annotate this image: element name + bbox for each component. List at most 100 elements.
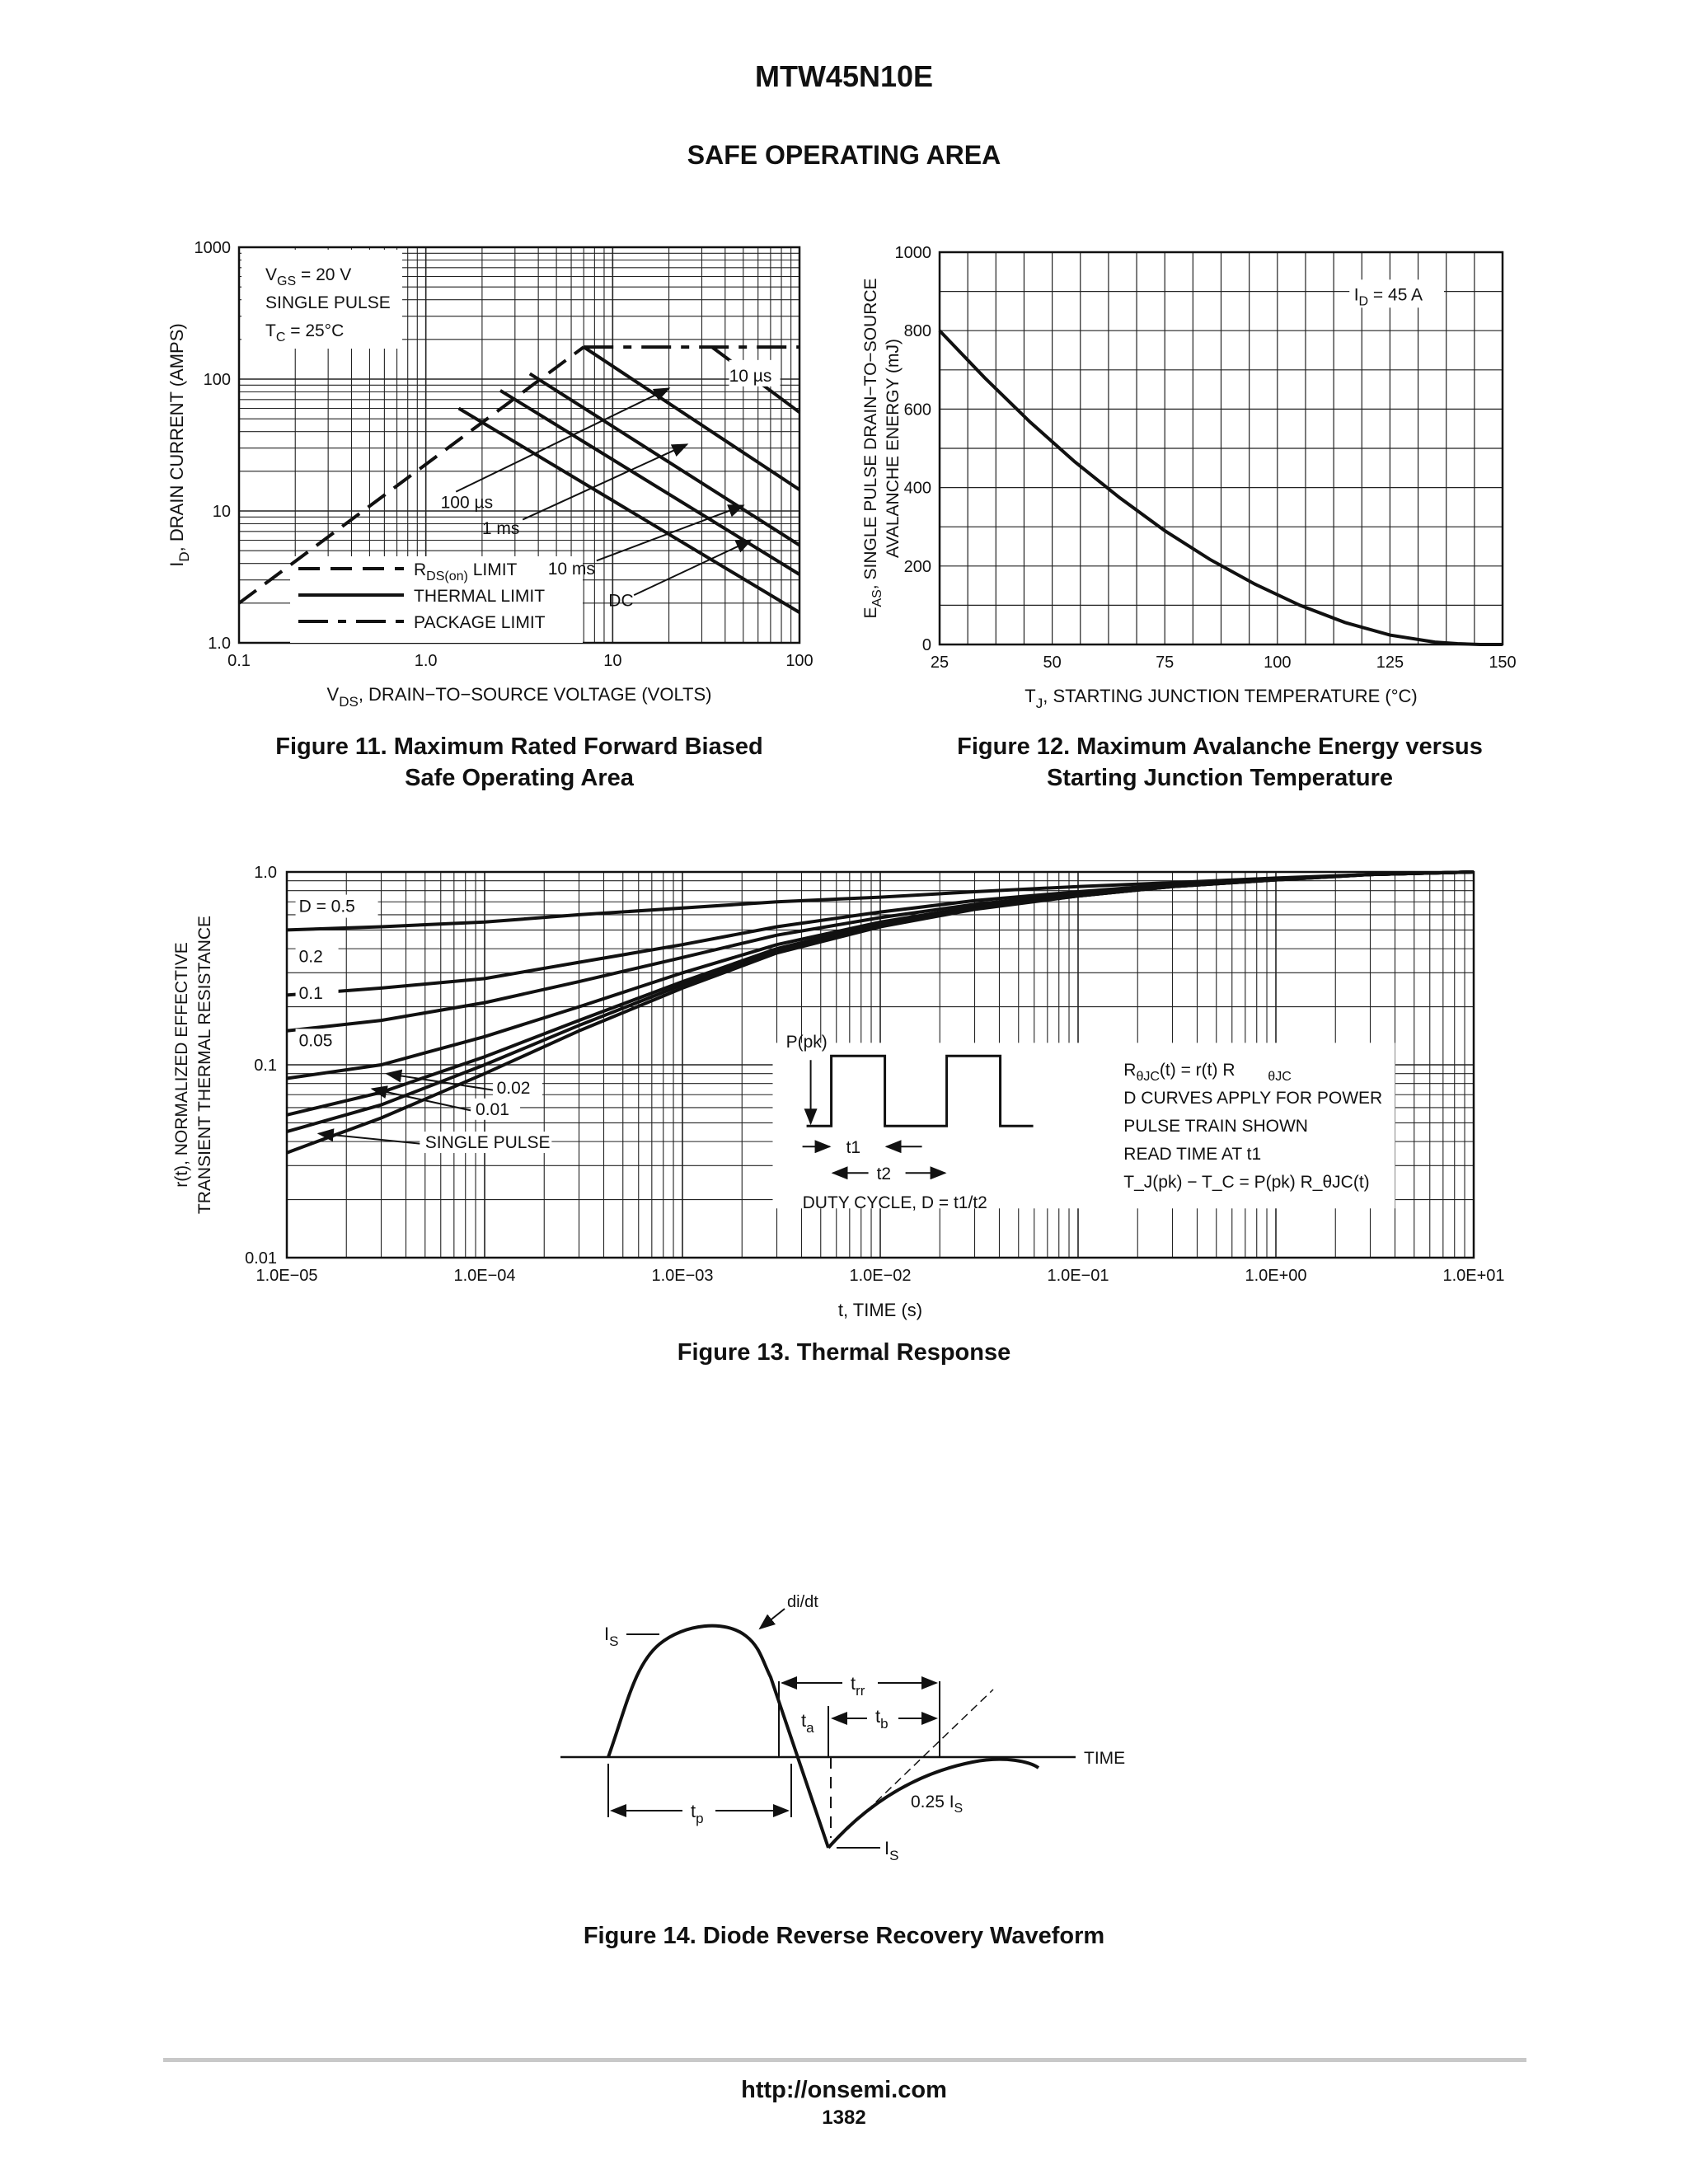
fig13-label-bg-6: [420, 1132, 552, 1154]
footer-divider: [163, 2058, 1526, 2062]
fig14-is-bottom-main: I: [884, 1838, 889, 1858]
fig13-label-3: 0.05: [299, 1031, 333, 1050]
fig12-ylabel-2: AVALANCHE ENERGY (mJ): [884, 339, 903, 558]
fig11-series-4: [528, 372, 801, 547]
fig12-annotation: ID = 45 A: [1354, 285, 1423, 308]
fig11-xlabel-sub: DS: [339, 694, 359, 710]
fig13-label-bg-1: [295, 944, 339, 968]
fig13-note-3: READ TIME AT t1: [1123, 1145, 1261, 1164]
fig13-ylabel-2: TRANSIENT THERMAL RESISTANCE: [195, 916, 214, 1214]
fig11-cond-vgs: VGS = 20 V: [265, 265, 351, 288]
fig11-legend-bg: [290, 556, 583, 643]
fig14-recovery-current: [827, 1757, 1040, 1849]
fig13-note-0-main: R: [1123, 1061, 1136, 1080]
fig14-quarter-is: 0.25 IS: [911, 1793, 963, 1816]
fig13-inset-t2: t2: [877, 1165, 892, 1183]
fig13-label-0: D = 0.5: [299, 898, 355, 916]
fig14-trr: trr: [851, 1673, 865, 1699]
fig13-label-6: SINGLE PULSE: [425, 1133, 551, 1152]
fig11-cond-tc: TC = 25°C: [265, 321, 344, 344]
fig13-leader-4: [385, 1069, 494, 1091]
fig14-tb-sub: b: [880, 1716, 888, 1732]
fig11-cond-vgs-main: V: [265, 265, 277, 284]
fig14-is-top-sub: S: [609, 1633, 618, 1649]
fig14-quarter-is-main: 0.25 I: [911, 1793, 954, 1811]
fig11-ylabel-main: I: [166, 562, 187, 567]
footer-url[interactable]: http://onsemi.com: [741, 2077, 947, 2103]
fig11-ylabel: ID, DRAIN CURRENT (AMPS): [166, 323, 192, 566]
fig13-leader-5: [370, 1085, 471, 1112]
fig11-series-6: [457, 406, 801, 614]
fig14-ta-sub: a: [806, 1720, 814, 1736]
fig14-tp-sub: p: [696, 1811, 703, 1826]
fig12-xlabel-sub: J: [1036, 696, 1043, 711]
fig12-ylabel-1: EAS, SINGLE PULSE DRAIN−TO−SOURCE: [861, 278, 884, 618]
fig13-label-1: 0.2: [299, 948, 323, 967]
fig14-tangent-line: [828, 1689, 994, 1849]
fig12-x-tick-2: 75: [1156, 654, 1174, 672]
fig13-x-tick-6: 1.0E+01: [1442, 1267, 1504, 1285]
fig12-y-tick-2: 400: [904, 480, 931, 498]
fig12-y-tick-3: 600: [904, 401, 931, 419]
fig12-y-tick-5: 1000: [895, 244, 932, 262]
fig12-x-tick-1: 50: [1043, 654, 1061, 672]
fig14-quarter-is-sub: S: [954, 1802, 964, 1816]
fig13-inset-pulses: [806, 1054, 1034, 1127]
fig11-xlabel-main: V: [327, 684, 340, 705]
fig12-caption-line1: Figure 12. Maximum Avalanche Energy vers…: [957, 733, 1483, 760]
fig11-xlabel-rest: , DRAIN−TO−SOURCE VOLTAGE (VOLTS): [359, 684, 712, 705]
fig11-label-10ms: 10 ms: [548, 560, 595, 579]
fig13-x-tick-4: 1.0E−01: [1047, 1267, 1109, 1285]
fig14-tb-main: t: [875, 1706, 880, 1727]
fig14-ta-main: t: [801, 1710, 806, 1731]
fig13-inset-bg: [772, 1043, 1395, 1209]
fig12-x-tick-3: 100: [1264, 654, 1291, 672]
fig13-label-4: 0.02: [497, 1079, 531, 1098]
fig11-y-tick-3: 1000: [195, 239, 232, 257]
fig11-series-0: [237, 345, 585, 605]
fig11-cond-tc-main: T: [265, 321, 276, 340]
fig11-label-100us: 100 µs: [441, 494, 493, 513]
fig14-forward-current: [607, 1624, 830, 1849]
fig13-inset-t1: t1: [846, 1138, 861, 1157]
fig11-cond-tc-rest: = 25°C: [285, 321, 344, 340]
fig13-label-bg-2: [295, 981, 339, 1005]
fig13-note-0-rest: (t) = r(t) R: [1160, 1061, 1236, 1080]
fig14-is-bottom: IS: [884, 1838, 898, 1863]
fig12-caption: Figure 12. Maximum Avalanche Energy vers…: [890, 731, 1550, 794]
fig13-note-2: PULSE TRAIN SHOWN: [1123, 1117, 1308, 1136]
fig13-note-0-sub: θJC: [1136, 1070, 1159, 1084]
fig14-tp-main: t: [691, 1801, 696, 1821]
fig11-arrow-1: [522, 443, 689, 521]
fig11-series-3: [583, 345, 801, 491]
fig11-legend-rds-rest: LIMIT: [468, 560, 518, 579]
fig12-x-tick-0: 25: [931, 654, 949, 672]
fig11-cond-tc-sub: C: [276, 330, 286, 344]
fig13-inset-duty: DUTY CYCLE, D = t1/t2: [803, 1193, 987, 1212]
fig11-x-tick-0: 0.1: [227, 652, 251, 670]
fig13-caption: Figure 13. Thermal Response: [677, 1339, 1011, 1366]
fig13-inset-p-label: P(pk): [786, 1033, 828, 1052]
fig14-trr-main: t: [851, 1673, 856, 1694]
fig13-label-bg-0: [295, 894, 378, 918]
fig14-time-label: TIME: [1084, 1749, 1125, 1768]
fig12-y-tick-4: 800: [904, 322, 931, 340]
fig11-ylabel-sub: D: [176, 551, 192, 561]
fig11-x-tick-1: 1.0: [415, 652, 438, 670]
fig11-legend-rds: RDS(on) LIMIT: [414, 560, 518, 583]
fig11-y-tick-2: 100: [204, 371, 231, 389]
fig14-is-top-main: I: [604, 1624, 609, 1644]
fig12-x-tick-5: 150: [1489, 654, 1516, 672]
fig13-x-tick-0: 1.0E−05: [256, 1267, 317, 1285]
fig13-x-tick-1: 1.0E−04: [453, 1267, 515, 1285]
fig13-label-5: 0.01: [476, 1100, 509, 1119]
fig11-y-tick-0: 1.0: [208, 635, 231, 653]
fig12-annotation-rest: = 45 A: [1368, 285, 1423, 304]
page-number: 1382: [822, 2107, 866, 2129]
thermal-response-chart: 1.0E−05 1.0E−04 1.0E−03 1.0E−02 1.0E−01 1.0E+…: [172, 864, 1505, 1320]
fig11-x-tick-3: 100: [785, 652, 813, 670]
fig12-xlabel: TJ, STARTING JUNCTION TEMPERATURE (°C): [1025, 686, 1417, 711]
fig13-x-tick-2: 1.0E−03: [651, 1267, 713, 1285]
fig11-legend-rds-sub: DS(on): [426, 569, 468, 583]
